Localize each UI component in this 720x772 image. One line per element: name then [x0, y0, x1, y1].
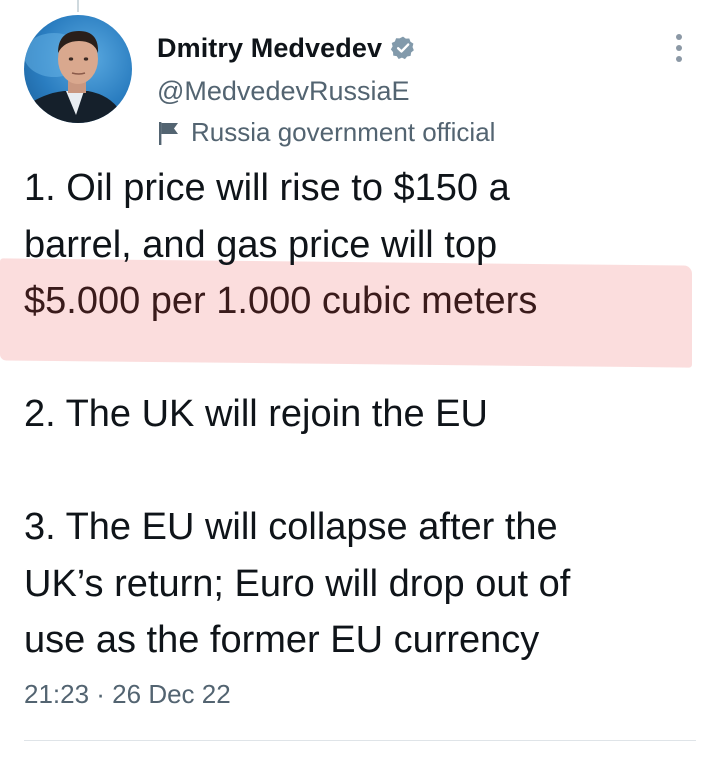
- tweet-timestamp[interactable]: 21:23 · 26 Dec 22: [24, 679, 231, 709]
- tweet-line: 1. Oil price will rise to $150 a: [24, 167, 510, 209]
- author-name-row: Dmitry Medvedev: [157, 30, 416, 66]
- paragraph-gap: [24, 330, 704, 387]
- tweet-line: 2. The UK will rejoin the EU: [24, 393, 488, 435]
- affiliation-label-text: Russia government official: [191, 117, 496, 147]
- tweet-line-highlighted: $5.000 per 1.000 cubic meters: [24, 280, 538, 322]
- divider: [24, 740, 696, 741]
- tweet-line: 3. The EU will collapse after the: [24, 506, 558, 548]
- avatar-photo-icon: [24, 31, 122, 123]
- author-handle[interactable]: @MedvedevRussiaE: [157, 76, 410, 106]
- thread-connector-line: [77, 0, 79, 12]
- display-name[interactable]: Dmitry Medvedev: [157, 32, 383, 63]
- tweet-line: use as the former EU currency: [24, 619, 540, 661]
- tweet-text: 1. Oil price will rise to $150 a barrel,…: [24, 160, 704, 669]
- affiliation-label: Russia government official: [157, 117, 495, 148]
- tweet-line: barrel, and gas price will top: [24, 223, 498, 266]
- more-options-icon[interactable]: [664, 30, 694, 66]
- flag-icon: [157, 120, 181, 146]
- avatar[interactable]: [24, 15, 132, 123]
- paragraph-gap: [24, 443, 704, 500]
- verified-badge-icon: [390, 35, 416, 61]
- tweet-line: UK’s return; Euro will drop out of: [24, 562, 571, 605]
